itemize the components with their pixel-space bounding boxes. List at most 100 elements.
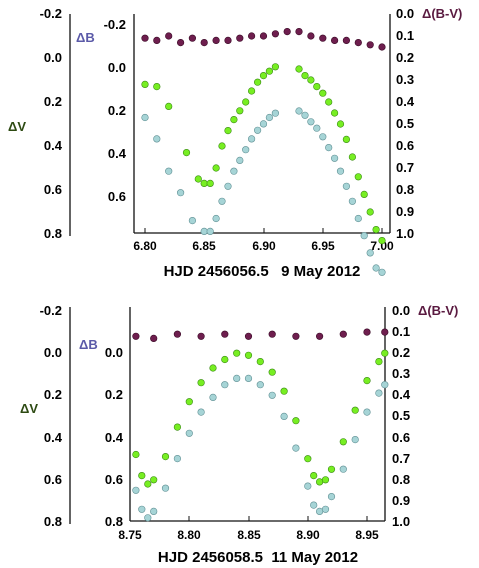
b-point	[307, 118, 315, 126]
b-point	[242, 146, 250, 154]
bv-point	[221, 330, 229, 338]
top-left-tick-label: 0.6	[44, 182, 62, 197]
b-point	[265, 113, 274, 122]
b-point	[354, 214, 362, 223]
b-point	[236, 156, 244, 164]
bv-point	[177, 38, 185, 47]
v-point	[268, 368, 276, 376]
bv-point	[381, 328, 389, 336]
bv-point	[236, 34, 244, 42]
bv-point	[165, 32, 173, 40]
v-point	[310, 472, 318, 480]
b-point	[372, 264, 380, 272]
bv-point	[366, 41, 374, 49]
top-left-tick-label: -0.2	[40, 6, 62, 21]
bv-point	[188, 34, 196, 42]
b-point	[132, 486, 140, 494]
bv-point	[354, 38, 362, 47]
b-point	[161, 484, 170, 492]
v-point	[307, 76, 315, 84]
top-x-tick-label: 6.95	[311, 239, 335, 253]
bv-point	[319, 34, 327, 42]
bottom-x-tick-label: 8.90	[296, 528, 320, 542]
bv-point	[132, 332, 140, 340]
b-point	[173, 455, 181, 463]
top-x-tick-label: 7.00	[370, 239, 394, 253]
v-point	[351, 406, 359, 414]
v-point	[236, 107, 244, 115]
bv-point	[173, 330, 181, 338]
bv-point	[153, 36, 161, 45]
b-point	[230, 167, 238, 175]
bottom-right-tick-label: 0.5	[392, 408, 410, 423]
v-point	[301, 71, 309, 80]
top-left-axis-label: ΔV	[8, 119, 26, 134]
top-left-tick-label: 0.4	[44, 138, 63, 153]
v-point	[378, 237, 386, 245]
v-point	[206, 179, 214, 187]
bottom-left-axis: -0.2 0.0 0.2 0.4 0.6 0.8 ΔV	[20, 303, 71, 529]
top-right-tick-label: 1.0	[396, 226, 414, 241]
v-point	[256, 358, 264, 366]
bv-point	[200, 38, 208, 47]
v-point	[259, 71, 268, 80]
b-point	[197, 408, 205, 416]
b-point	[321, 505, 330, 513]
b-point	[224, 182, 232, 190]
v-point	[325, 98, 333, 106]
v-point	[327, 465, 336, 473]
v-point	[173, 423, 181, 431]
b-point	[177, 189, 185, 197]
v-point	[197, 379, 205, 387]
b-point	[336, 167, 345, 175]
b-point	[348, 197, 357, 205]
b-point	[271, 109, 280, 117]
b-point	[144, 514, 152, 522]
v-point	[132, 450, 140, 459]
b-point	[363, 408, 371, 416]
bottom-left-tick-label: 0.8	[44, 514, 62, 529]
top-right-tick-label: 0.7	[396, 160, 414, 175]
v-point	[212, 164, 220, 172]
top-panel: -0.2 0.0 0.2 0.4 0.6 0.8 ΔV -0.2 0.0 0.2…	[8, 6, 462, 280]
v-point	[354, 173, 362, 181]
v-point	[375, 358, 383, 366]
top-right-axis-label: Δ(B-V)	[422, 6, 462, 21]
top-left-tick-label: 0.2	[44, 94, 62, 109]
v-point	[153, 82, 161, 91]
bottom-right-tick-label: 0.2	[392, 345, 410, 360]
bottom-left-tick-label: 0.4	[44, 430, 63, 445]
b-point	[233, 374, 241, 383]
top-x-axis-label: HJD 2456056.5 9 May 2012	[164, 263, 361, 280]
v-point	[292, 417, 300, 425]
bottom-left-tick-label: 0.0	[44, 345, 62, 360]
bv-point	[339, 330, 347, 338]
v-point	[342, 135, 351, 143]
top-x-tick-label: 6.85	[192, 239, 216, 253]
v-point	[339, 438, 347, 446]
top-inner-tick-label: -0.2	[104, 17, 126, 32]
top-right-tick-label: 0.4	[396, 94, 415, 109]
b-point	[280, 412, 288, 421]
bv-point	[141, 34, 149, 42]
bv-point	[197, 332, 205, 340]
bottom-inner-tick-label: 0.4	[105, 430, 124, 445]
bottom-left-tick-label: 0.2	[44, 387, 62, 402]
b-point	[381, 381, 389, 389]
bottom-x-tick-label: 8.95	[355, 528, 379, 542]
top-inner-tick-label: 0.6	[108, 189, 126, 204]
top-inner-tick-label: 0.2	[108, 103, 126, 118]
v-point	[254, 78, 262, 86]
b-point	[268, 391, 276, 399]
bottom-data-points	[132, 328, 389, 522]
v-point	[200, 179, 208, 187]
top-right-tick-label: 0.5	[396, 116, 414, 131]
v-point	[248, 87, 256, 95]
v-point	[331, 109, 339, 117]
b-point	[244, 374, 253, 383]
top-left-tick-label: 0.8	[44, 226, 62, 241]
bottom-x-axis-label: HJD 2456058.5 11 May 2012	[158, 549, 358, 566]
bottom-inner-axis-label: ΔB	[79, 337, 98, 352]
b-point	[259, 120, 268, 128]
